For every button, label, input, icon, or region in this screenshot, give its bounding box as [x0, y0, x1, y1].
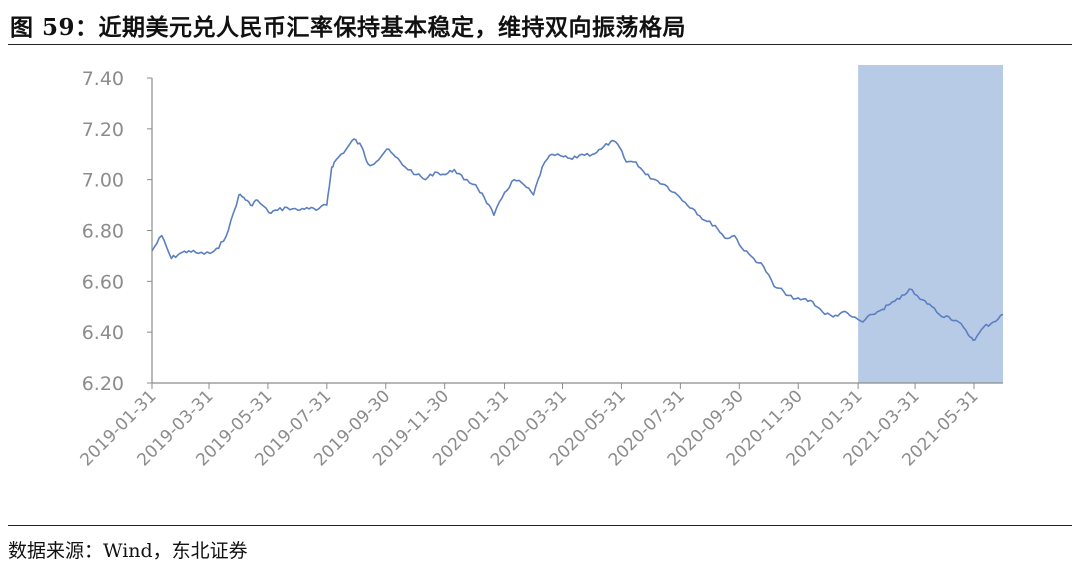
x-tick-labels: 2019-01-312019-03-312019-05-312019-07-31…	[77, 383, 983, 470]
y-tick-label: 6.80	[82, 221, 124, 243]
y-tick-label: 6.60	[82, 271, 124, 293]
shaded-region-layer	[858, 65, 1003, 383]
series-layer	[151, 138, 1004, 342]
y-tick-label: 7.40	[82, 68, 124, 90]
y-tick-labels: 7.40 7.20 7.00 6.80 6.60 6.40 6.20	[82, 68, 152, 395]
y-tick-label: 7.20	[82, 119, 124, 141]
y-tick-label: 6.20	[82, 373, 124, 395]
title-rule	[8, 44, 1072, 45]
shaded-region	[858, 65, 1003, 383]
figure-title: 图 59：近期美元兑人民币汇率保持基本稳定，维持双向振荡格局	[10, 14, 687, 41]
footer-rule	[8, 525, 1072, 526]
series-line-0	[151, 138, 1004, 342]
y-tick-label: 6.40	[82, 322, 124, 344]
y-tick-label: 7.00	[82, 170, 124, 192]
chart: 7.40 7.20 7.00 6.80 6.60 6.40 6.20 2019-01-312…	[77, 65, 1004, 470]
source-note: 数据来源：Wind，东北证券	[8, 540, 248, 562]
